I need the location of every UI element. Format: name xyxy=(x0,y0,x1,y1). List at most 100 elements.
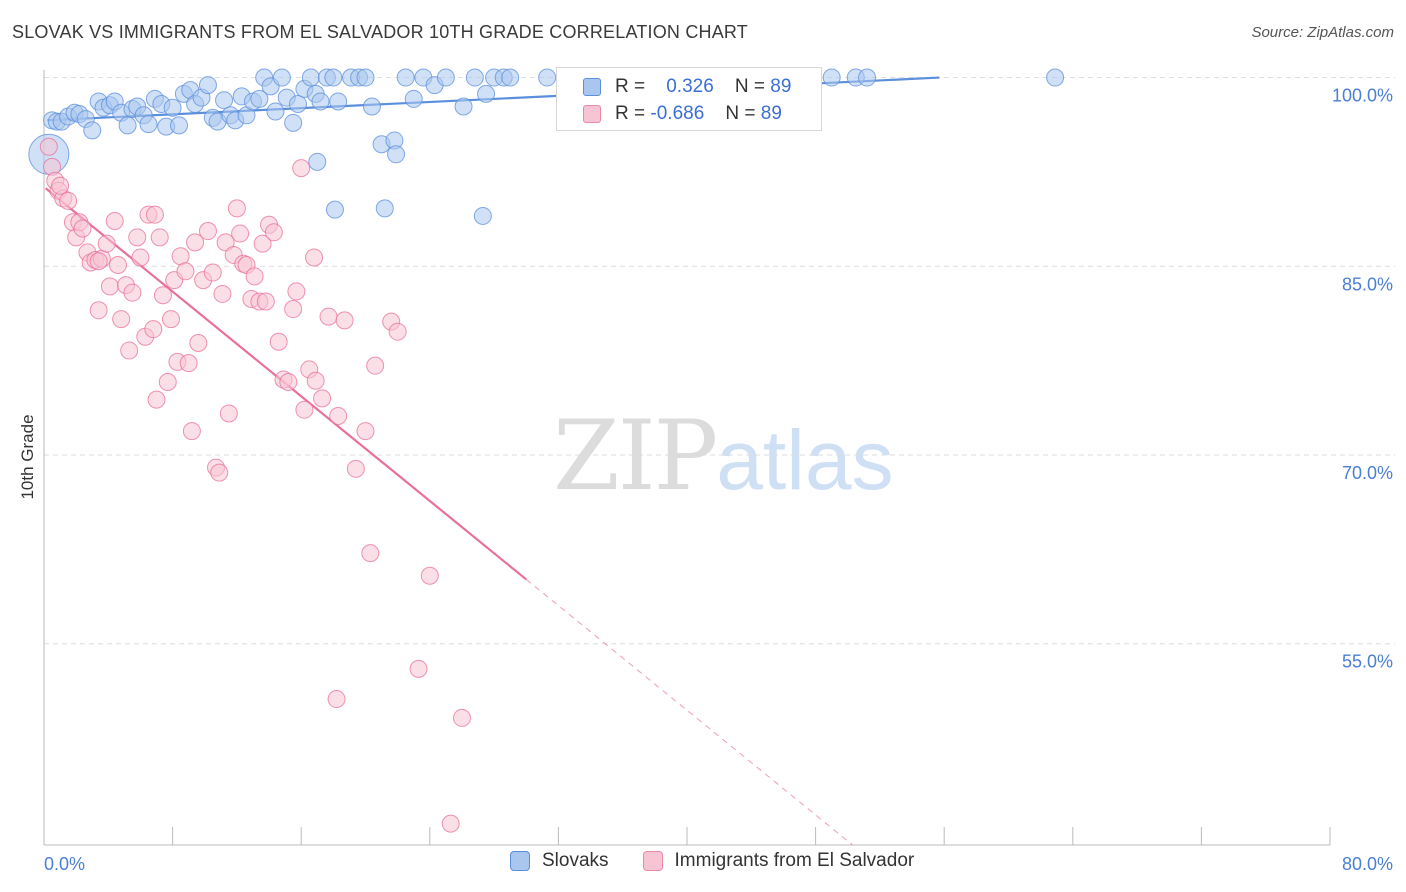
legend-r-value: 0.326 xyxy=(666,76,714,97)
point-el-salvador xyxy=(305,248,324,267)
trend-lines xyxy=(44,76,940,846)
point-el-salvador xyxy=(203,263,222,282)
legend-r-label: R = xyxy=(615,76,646,97)
point-el-salvador xyxy=(153,286,172,305)
point-el-salvador xyxy=(176,262,195,281)
point-slovaks xyxy=(477,84,496,103)
legend-n-value: 89 xyxy=(770,76,792,97)
source-label: Source: ZipAtlas.com xyxy=(1251,24,1394,41)
legend-item-slovaks[interactable]: Slovaks xyxy=(510,850,609,872)
point-slovaks xyxy=(324,68,343,87)
point-el-salvador xyxy=(182,422,201,441)
point-el-salvador xyxy=(452,708,471,727)
point-slovaks xyxy=(538,68,557,87)
watermark: ZIPatlas xyxy=(553,400,894,512)
point-el-salvador xyxy=(346,459,365,478)
y-tick-label: 85.0% xyxy=(1342,274,1393,294)
point-el-salvador xyxy=(409,659,428,678)
point-el-salvador xyxy=(279,373,298,392)
point-slovaks xyxy=(284,113,303,132)
point-el-salvador xyxy=(264,223,283,242)
point-slovaks xyxy=(473,206,492,225)
axes xyxy=(43,70,1331,846)
point-el-salvador xyxy=(287,282,306,301)
legend-swatch-slovaks xyxy=(510,851,530,871)
point-el-salvador xyxy=(51,176,70,195)
point-slovaks xyxy=(266,102,285,121)
y-tick-label: 55.0% xyxy=(1342,652,1393,672)
point-el-salvador xyxy=(231,224,250,243)
point-el-salvador xyxy=(100,277,119,296)
point-el-salvador xyxy=(216,233,235,252)
legend-item-el-salvador[interactable]: Immigrants from El Salvador xyxy=(642,850,915,872)
point-el-salvador xyxy=(171,247,190,266)
point-slovaks xyxy=(83,121,102,140)
point-slovaks xyxy=(329,92,348,111)
legend-r-value: -0.686 xyxy=(650,103,705,124)
point-el-salvador xyxy=(284,300,303,319)
point-el-salvador xyxy=(128,228,147,247)
point-el-salvador xyxy=(161,310,180,329)
legend-n-value: 89 xyxy=(760,103,782,124)
series-legend: Slovaks Immigrants from El Salvador xyxy=(510,850,948,872)
point-el-salvador xyxy=(158,373,177,392)
point-el-salvador xyxy=(97,234,116,253)
point-el-salvador xyxy=(356,422,375,441)
point-el-salvador xyxy=(147,390,166,409)
point-el-salvador xyxy=(144,320,163,339)
point-slovaks xyxy=(404,89,423,108)
point-slovaks xyxy=(118,116,137,135)
point-el-salvador xyxy=(295,400,314,419)
point-el-salvador xyxy=(319,307,338,326)
legend-label-el-salvador: Immigrants from El Salvador xyxy=(674,850,915,871)
point-el-salvador xyxy=(245,267,264,286)
point-slovaks xyxy=(822,68,841,87)
legend-r-label: R = xyxy=(615,103,646,124)
point-el-salvador xyxy=(213,284,232,303)
point-el-salvador xyxy=(189,334,208,353)
legend-n-label: N = xyxy=(734,76,766,97)
point-el-salvador xyxy=(292,159,311,178)
point-el-salvador xyxy=(253,234,272,253)
y-tick-label: 100.0% xyxy=(1332,86,1393,106)
point-el-salvador xyxy=(327,690,346,709)
point-slovaks xyxy=(1046,68,1065,87)
point-el-salvador xyxy=(73,219,92,238)
point-el-salvador xyxy=(89,252,108,271)
point-el-salvador xyxy=(186,233,205,252)
point-slovaks xyxy=(170,116,189,135)
point-slovaks xyxy=(858,68,877,87)
point-slovaks xyxy=(396,68,415,87)
point-el-salvador xyxy=(366,356,385,375)
point-el-salvador xyxy=(145,205,164,224)
point-el-salvador xyxy=(256,292,275,311)
point-slovaks xyxy=(375,199,394,218)
point-el-salvador xyxy=(210,463,229,482)
point-el-salvador xyxy=(120,341,139,360)
point-el-salvador xyxy=(388,322,407,341)
point-slovaks xyxy=(501,68,520,87)
point-slovaks xyxy=(325,200,344,219)
point-el-salvador xyxy=(108,256,127,275)
legend-swatch-el-salvador xyxy=(583,105,601,123)
watermark-zip: ZIP xyxy=(553,400,718,512)
point-el-salvador xyxy=(123,283,142,302)
point-slovaks xyxy=(387,145,406,164)
point-slovaks xyxy=(250,89,269,108)
trend-line-el-salvador-dashed xyxy=(525,579,853,846)
point-slovaks xyxy=(308,152,327,171)
correlation-legend: R = 0.326 N = 89 R = -0.686 N = 89 xyxy=(556,67,822,131)
point-el-salvador xyxy=(179,354,198,373)
point-slovaks xyxy=(362,97,381,116)
y-tick-label: 70.0% xyxy=(1342,463,1393,483)
point-el-salvador xyxy=(89,301,108,320)
point-el-salvador xyxy=(361,544,380,563)
y-axis-label: 10th Grade xyxy=(18,414,37,499)
watermark-atlas: atlas xyxy=(716,413,894,507)
legend-n-label: N = xyxy=(725,103,756,124)
legend-row-el-salvador: R = -0.686 N = 89 xyxy=(583,101,782,127)
point-el-salvador xyxy=(131,248,150,267)
legend-label-slovaks: Slovaks xyxy=(542,850,609,871)
point-el-salvador xyxy=(335,311,354,330)
